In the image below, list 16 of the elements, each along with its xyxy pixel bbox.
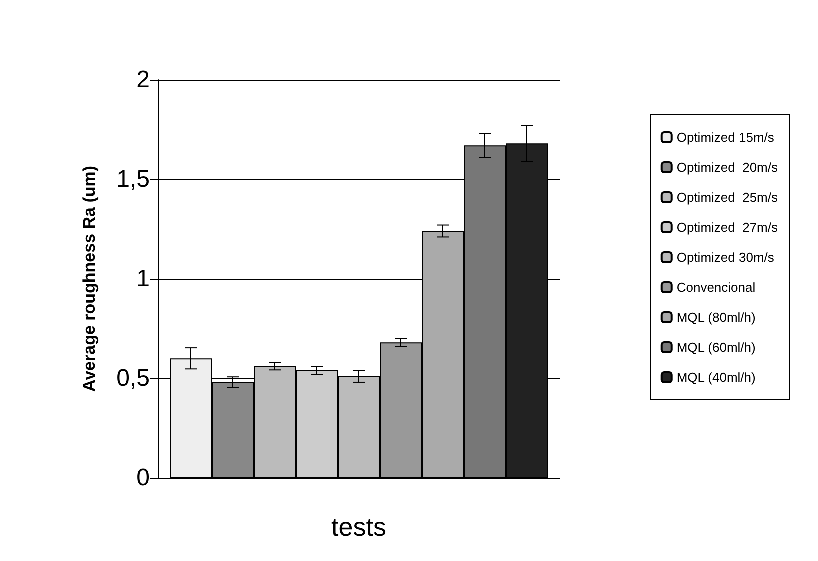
- y-tick-label: 0,5: [116, 365, 150, 392]
- legend-label: MQL (80ml/h): [676, 310, 756, 325]
- legend-label: Convencional: [676, 280, 756, 295]
- y-tick-label: 1: [136, 266, 150, 292]
- legend-label: MQL (60ml/h): [676, 340, 756, 355]
- legend-label: MQL (40ml/h): [676, 370, 756, 385]
- legend-label: Optimized 20m/s: [676, 160, 778, 175]
- y-axis-title: Average roughness Ra (um): [80, 166, 99, 392]
- legend-label: Optimized 25m/s: [676, 190, 778, 205]
- y-tick-label: 1,5: [116, 166, 150, 193]
- legend-label: Optimized 27m/s: [676, 220, 778, 235]
- legend-label: Optimized 15m/s: [676, 130, 775, 145]
- y-tick-label: 2: [136, 66, 150, 94]
- x-axis-title: tests: [332, 512, 386, 542]
- y-tick-label: 0: [136, 464, 150, 492]
- legend-label: Optimized 30m/s: [676, 250, 775, 265]
